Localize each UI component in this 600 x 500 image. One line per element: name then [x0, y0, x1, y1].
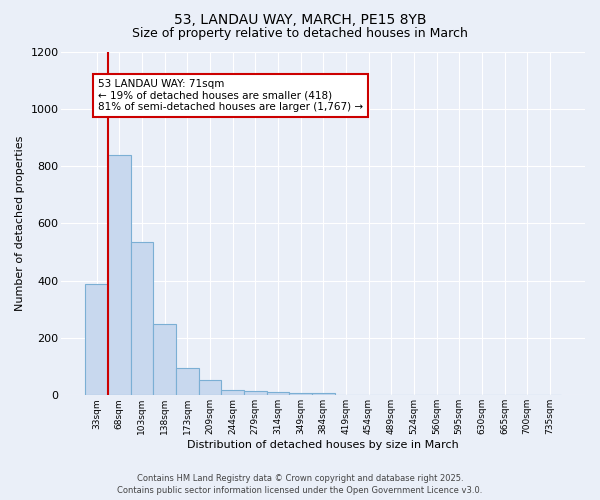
Bar	[289, 393, 312, 396]
Y-axis label: Number of detached properties: Number of detached properties	[15, 136, 25, 311]
Text: Size of property relative to detached houses in March: Size of property relative to detached ho…	[132, 28, 468, 40]
Bar	[131, 242, 153, 396]
X-axis label: Distribution of detached houses by size in March: Distribution of detached houses by size …	[187, 440, 459, 450]
Bar	[266, 392, 289, 396]
Text: 53, LANDAU WAY, MARCH, PE15 8YB: 53, LANDAU WAY, MARCH, PE15 8YB	[174, 12, 426, 26]
Bar	[85, 284, 108, 396]
Text: Contains HM Land Registry data © Crown copyright and database right 2025.
Contai: Contains HM Land Registry data © Crown c…	[118, 474, 482, 495]
Bar	[312, 393, 335, 396]
Bar	[153, 324, 176, 396]
Bar	[108, 154, 131, 396]
Bar	[199, 380, 221, 396]
Bar	[221, 390, 244, 396]
Text: 53 LANDAU WAY: 71sqm
← 19% of detached houses are smaller (418)
81% of semi-deta: 53 LANDAU WAY: 71sqm ← 19% of detached h…	[98, 79, 363, 112]
Bar	[244, 391, 266, 396]
Bar	[176, 368, 199, 396]
